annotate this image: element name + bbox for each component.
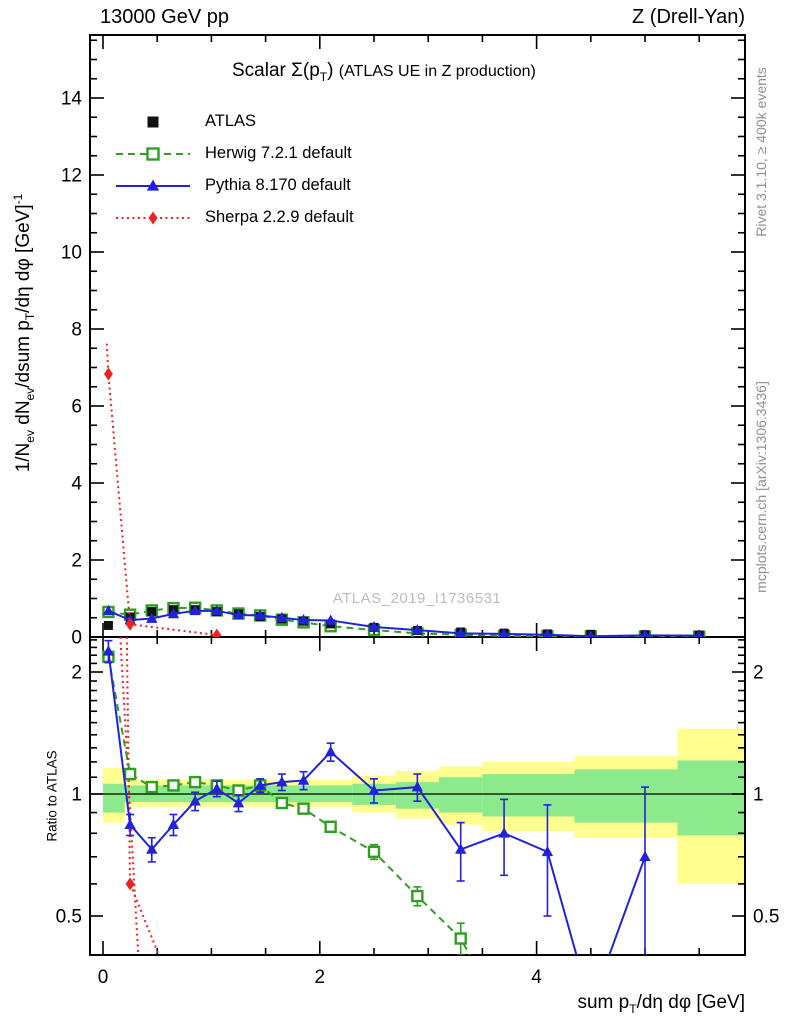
tick-label: 8	[71, 320, 82, 341]
tick-label: 10	[61, 243, 82, 264]
legend-item-atlas: ATLAS	[205, 112, 257, 130]
tick-label: 12	[61, 166, 82, 187]
ratio-y-axis-label: Ratio to ATLAS	[44, 750, 60, 842]
mcplots-arxiv-note: mcplots.cern.ch [arXiv:1306.3436]	[753, 381, 769, 593]
ratio-series	[102, 637, 651, 955]
tick-label: 0	[71, 628, 82, 649]
tick-label: 14	[61, 89, 83, 110]
tick-label: 1	[71, 785, 82, 806]
beam-energy-label: 13000 GeV pp	[100, 6, 229, 28]
process-label: Z (Drell-Yan)	[632, 6, 745, 28]
x-axis-label: sum pT/dη dφ [GeV]	[577, 992, 745, 1016]
main-y-axis-label: 1/Nev dNev/dsum pT/dη dφ [GeV]-1	[11, 193, 37, 473]
rivet-version-note: Rivet 3.1.10, ≥ 400k events	[753, 67, 769, 237]
tick-label: 2	[753, 662, 764, 683]
tick-label: 2	[315, 967, 326, 988]
tick-label: 4	[71, 474, 82, 495]
tick-label: 6	[71, 397, 82, 418]
legend-item-pythia: Pythia 8.170 default	[205, 176, 351, 194]
tick-label: 4	[531, 967, 542, 988]
panel-frames	[89, 34, 746, 956]
legend-item-herwig: Herwig 7.2.1 default	[205, 144, 352, 162]
main-series	[102, 343, 706, 637]
legend-markers	[116, 116, 190, 225]
legend-item-sherpa: Sherpa 2.2.9 default	[205, 208, 354, 226]
tick-label: 1	[753, 785, 764, 806]
analysis-watermark: ATLAS_2019_I1736531	[332, 590, 502, 607]
tick-label: 2	[71, 662, 82, 683]
tick-label: 0.5	[56, 907, 82, 928]
plot-title: Scalar Σ(pT) (ATLAS UE in Z production)	[232, 60, 536, 84]
axis-ticks	[90, 35, 745, 955]
tick-label: 2	[71, 551, 82, 572]
tick-label: 0	[98, 967, 109, 988]
tick-label: 0.5	[753, 907, 779, 928]
